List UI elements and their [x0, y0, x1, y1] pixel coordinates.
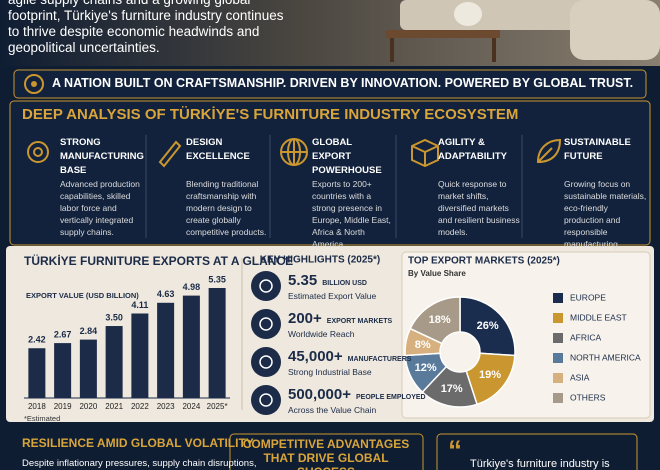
legend-swatch: [553, 333, 563, 343]
legend-label: ASIA: [570, 372, 590, 382]
quote-text: Türkiye's furniture industry is: [470, 458, 610, 470]
pie-label: 12%: [415, 362, 437, 374]
highlight-unit: EXPORT MARKETS: [326, 318, 393, 325]
x-tick-label: 2022: [131, 402, 149, 411]
x-tick-label: 2020: [79, 402, 97, 411]
bar: [131, 313, 149, 398]
highlight-icon-inner: [259, 317, 273, 331]
legend-label: MIDDLE EAST: [570, 312, 627, 322]
pie-slice: [409, 296, 461, 345]
highlight-unit: PEOPLE EMPLOYED: [355, 394, 426, 401]
bar-value-label: 4.98: [183, 282, 201, 292]
highlight-row: 500,000+ PEOPLE EMPLOYED: [288, 386, 426, 404]
pillar-text: Quick response to market shifts, diversi…: [438, 179, 520, 237]
x-tick-label: 2021: [105, 402, 123, 411]
legend-swatch: [553, 313, 563, 323]
legend-label: NORTH AMERICA: [570, 352, 641, 362]
bar-value-label: 3.50: [105, 312, 123, 322]
highlight-label: Strong Industrial Base: [288, 367, 372, 377]
pie-subtitle: By Value Share: [408, 269, 466, 278]
highlight-unit: MANUFACTURERS: [347, 356, 412, 363]
highlight-icon: [251, 309, 281, 339]
highlights-title: KEY HIGHLIGHTS (2025*): [260, 255, 380, 266]
pillar-text: Exports to 200+ countries with a strong …: [312, 179, 391, 249]
highlight-icon: [251, 385, 281, 415]
bar-subtitle: EXPORT VALUE (USD BILLION): [26, 291, 139, 300]
highlight-icon: [251, 347, 281, 377]
resilience-text: Despite inflationary pressures, supply c…: [22, 458, 257, 469]
legend-label: OTHERS: [570, 392, 606, 402]
highlight-row: 200+ EXPORT MARKETS: [288, 310, 392, 328]
pillar-title: AGILITY & ADAPTABILITY: [438, 137, 507, 162]
highlight-value: 500,000+: [288, 386, 351, 403]
highlight-unit: BILLION USD: [322, 280, 367, 287]
highlight-value: 45,000+: [288, 348, 343, 365]
highlight-label: Worldwide Reach: [288, 329, 355, 339]
pillar-title: STRONG MANUFACTURING BASE: [60, 137, 144, 176]
pie-title: TOP EXPORT MARKETS (2025*): [408, 256, 560, 267]
highlight-icon-inner: [259, 355, 273, 369]
bar: [54, 343, 72, 398]
pillar-text: Growing focus on sustainable materials, …: [564, 179, 647, 249]
bar-title: TÜRKİYE FURNITURE EXPORTS AT A GLANCE: [24, 253, 293, 268]
x-tick-label: 2023: [157, 402, 175, 411]
bar: [28, 348, 46, 398]
bar-note: *Estimated: [24, 414, 60, 423]
intro-text: agile supply chains and a growing global…: [8, 0, 284, 55]
pie-label: 17%: [441, 383, 463, 395]
pillar-title: GLOBAL EXPORT POWERHOUSE: [312, 137, 382, 176]
highlight-row: 45,000+ MANUFACTURERS: [288, 348, 411, 366]
highlight-value: 5.35: [288, 272, 318, 289]
pie-slice: [459, 296, 516, 357]
pillar-text: Advanced production capabilities, skille…: [60, 179, 140, 237]
bar: [182, 295, 200, 398]
svg-text:“: “: [448, 434, 462, 465]
bar-value-label: 2.84: [80, 326, 98, 336]
pillar-title: SUSTAINABLE FUTURE: [564, 137, 631, 162]
highlight-value: 200+: [288, 310, 322, 327]
bar-value-label: 2.42: [28, 335, 46, 345]
pie-label: 18%: [429, 314, 451, 326]
highlight-icon-inner: [259, 279, 273, 293]
advantages-title: COMPETITIVE ADVANTAGES THAT DRIVE GLOBAL…: [242, 437, 410, 470]
pillar-title: DESIGN EXCELLENCE: [186, 137, 250, 162]
bar-value-label: 4.63: [157, 289, 175, 299]
bar: [208, 288, 226, 398]
pillar-text: Blending traditional craftsmanship with …: [186, 179, 267, 237]
highlight-icon: [251, 271, 281, 301]
bar-value-label: 4.11: [131, 300, 148, 310]
resilience-title: RESILIENCE AMID GLOBAL VOLATILITY: [22, 436, 254, 450]
pie-label: 19%: [479, 369, 501, 381]
legend-swatch: [553, 353, 563, 363]
highlight-label: Estimated Export Value: [288, 291, 377, 301]
legend-swatch: [553, 293, 563, 303]
highlight-icon-inner: [259, 393, 273, 407]
bar: [105, 326, 123, 398]
legend-label: EUROPE: [570, 292, 606, 302]
x-tick-label: 2024: [182, 402, 200, 411]
bar: [79, 339, 97, 398]
legend-swatch: [553, 373, 563, 383]
highlight-label: Across the Value Chain: [288, 405, 377, 415]
x-tick-label: 2025*: [207, 402, 228, 411]
bar-value-label: 5.35: [208, 274, 226, 284]
banner-text: A NATION BUILT ON CRAFTSMANSHIP. DRIVEN …: [52, 76, 634, 90]
pie-label: 8%: [415, 339, 431, 351]
bar-value-label: 2.67: [54, 329, 72, 339]
legend-label: AFRICA: [570, 332, 602, 342]
x-tick-label: 2018: [28, 402, 46, 411]
legend-swatch: [553, 393, 563, 403]
bar: [157, 302, 175, 398]
section-title: DEEP ANALYSIS OF TÜRKİYE'S FURNITURE IND…: [22, 106, 519, 123]
pie-label: 26%: [477, 320, 499, 332]
x-tick-label: 2019: [54, 402, 72, 411]
highlight-row: 5.35 BILLION USD: [288, 272, 367, 290]
